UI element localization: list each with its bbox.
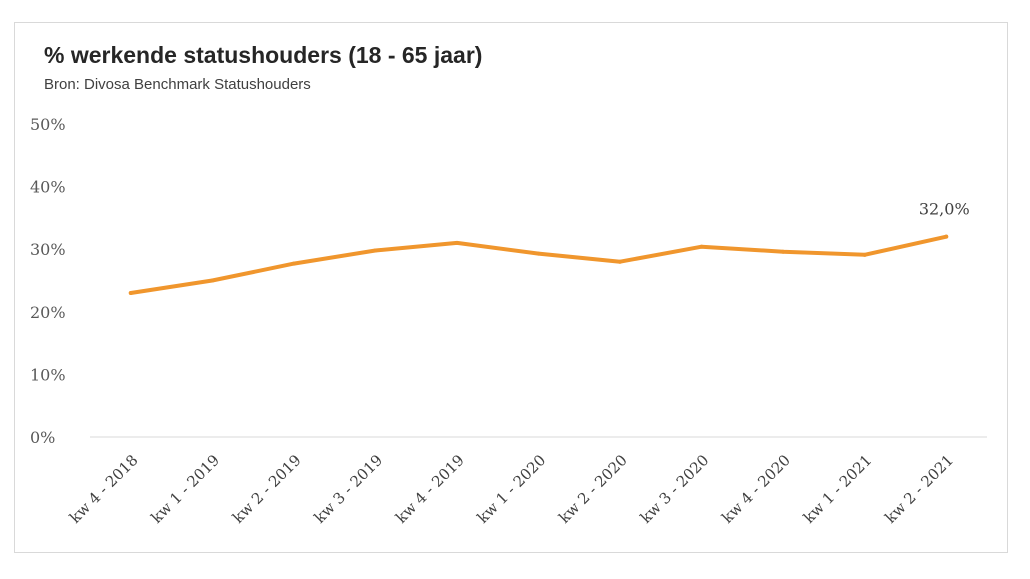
data-point: [618, 259, 623, 264]
x-tick-label: kw 1 - 2021: [800, 451, 876, 527]
y-tick-label: 50%: [30, 115, 66, 134]
y-tick-label: 20%: [30, 303, 66, 322]
data-point: [291, 261, 296, 266]
data-label: 32,0%: [919, 200, 970, 219]
data-point: [373, 248, 378, 253]
x-tick-label: kw 1 - 2020: [474, 451, 550, 527]
data-point: [781, 249, 786, 254]
x-tick-label: kw 3 - 2020: [637, 451, 713, 527]
data-point: [699, 244, 704, 249]
x-tick-label: kw 2 - 2019: [229, 451, 305, 527]
x-tick-label: kw 4 - 2020: [718, 451, 794, 527]
x-tick-label: kw 4 - 2018: [66, 451, 142, 527]
y-tick-label: 40%: [30, 178, 66, 197]
data-point: [128, 291, 133, 296]
data-point: [862, 252, 867, 257]
x-tick-label: kw 4 - 2019: [392, 451, 468, 527]
chart-subtitle: Bron: Divosa Benchmark Statushouders: [44, 76, 311, 93]
chart-title: % werkende statushouders (18 - 65 jaar): [44, 42, 483, 68]
data-point: [454, 240, 459, 245]
x-tick-label: kw 1 - 2019: [147, 451, 223, 527]
y-tick-label: 0%: [30, 428, 55, 447]
data-point: [210, 278, 215, 283]
x-tick-label: kw 3 - 2019: [311, 451, 387, 527]
y-tick-label: 10%: [30, 365, 66, 384]
data-point: [536, 251, 541, 256]
data-point: [944, 234, 949, 239]
y-tick-label: 30%: [30, 240, 66, 259]
x-tick-label: kw 2 - 2020: [555, 451, 631, 527]
series-line: [128, 234, 949, 295]
x-tick-label: kw 2 - 2021: [881, 451, 957, 527]
